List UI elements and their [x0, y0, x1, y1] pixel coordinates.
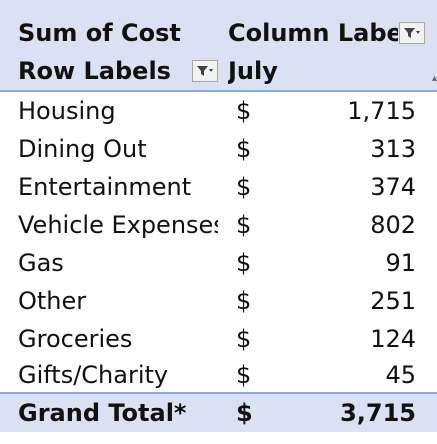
header-top-strip: [0, 0, 437, 14]
currency-symbol: $: [236, 211, 252, 239]
expand-caret-icon: ▴: [432, 73, 437, 84]
table-row[interactable]: Housing $ 1,715: [0, 92, 437, 130]
row-label[interactable]: Groceries: [18, 325, 133, 353]
row-amount[interactable]: 1,715: [347, 97, 416, 125]
row-amount[interactable]: 374: [370, 173, 416, 201]
table-row[interactable]: Gifts/Charity $ 45: [0, 356, 437, 394]
row-label[interactable]: Dining Out: [18, 135, 147, 163]
row-amount[interactable]: 45: [385, 361, 416, 389]
row-amount[interactable]: 124: [370, 325, 416, 353]
grand-total-label[interactable]: Grand Total*: [18, 399, 187, 427]
grand-total-amount[interactable]: 3,715: [340, 399, 416, 427]
currency-symbol: $: [236, 325, 252, 353]
row-amount[interactable]: 91: [385, 249, 416, 277]
currency-symbol: $: [236, 173, 252, 201]
row-amount[interactable]: 251: [370, 287, 416, 315]
table-row[interactable]: Gas $ 91: [0, 244, 437, 282]
filter-dropdown-icon: [197, 66, 213, 76]
row-amount[interactable]: 802: [370, 211, 416, 239]
table-row[interactable]: Groceries $ 124: [0, 320, 437, 358]
currency-symbol: $: [236, 287, 252, 315]
row-amount[interactable]: 313: [370, 135, 416, 163]
currency-symbol: $: [236, 135, 252, 163]
sum-of-cost-label[interactable]: Sum of Cost: [18, 19, 181, 47]
currency-symbol: $: [236, 97, 252, 125]
column-labels-filter-button[interactable]: [399, 22, 425, 44]
table-row[interactable]: Dining Out $ 313: [0, 130, 437, 168]
grand-total-row[interactable]: Grand Total* $ 3,715: [0, 392, 437, 432]
pivot-header-row-1: Sum of Cost Column Labels: [0, 14, 437, 52]
row-label[interactable]: Gifts/Charity: [18, 361, 169, 389]
row-label[interactable]: Vehicle Expenses: [18, 211, 218, 239]
row-label[interactable]: Entertainment: [18, 173, 192, 201]
column-value-july[interactable]: July: [228, 57, 278, 85]
column-labels-header[interactable]: Column Labels: [228, 19, 398, 47]
row-label[interactable]: Housing: [18, 97, 116, 125]
currency-symbol: $: [236, 249, 252, 277]
row-label[interactable]: Other: [18, 287, 87, 315]
row-labels-filter-button[interactable]: [192, 60, 218, 82]
filter-dropdown-icon: [404, 28, 420, 38]
currency-symbol: $: [236, 399, 253, 427]
table-row[interactable]: Vehicle Expenses $ 802: [0, 206, 437, 244]
pivot-header-row-2: Row Labels July ▴: [0, 52, 437, 92]
table-row[interactable]: Entertainment $ 374: [0, 168, 437, 206]
row-label[interactable]: Gas: [18, 249, 64, 277]
currency-symbol: $: [236, 361, 252, 389]
table-row[interactable]: Other $ 251: [0, 282, 437, 320]
row-labels-header[interactable]: Row Labels: [18, 57, 171, 85]
